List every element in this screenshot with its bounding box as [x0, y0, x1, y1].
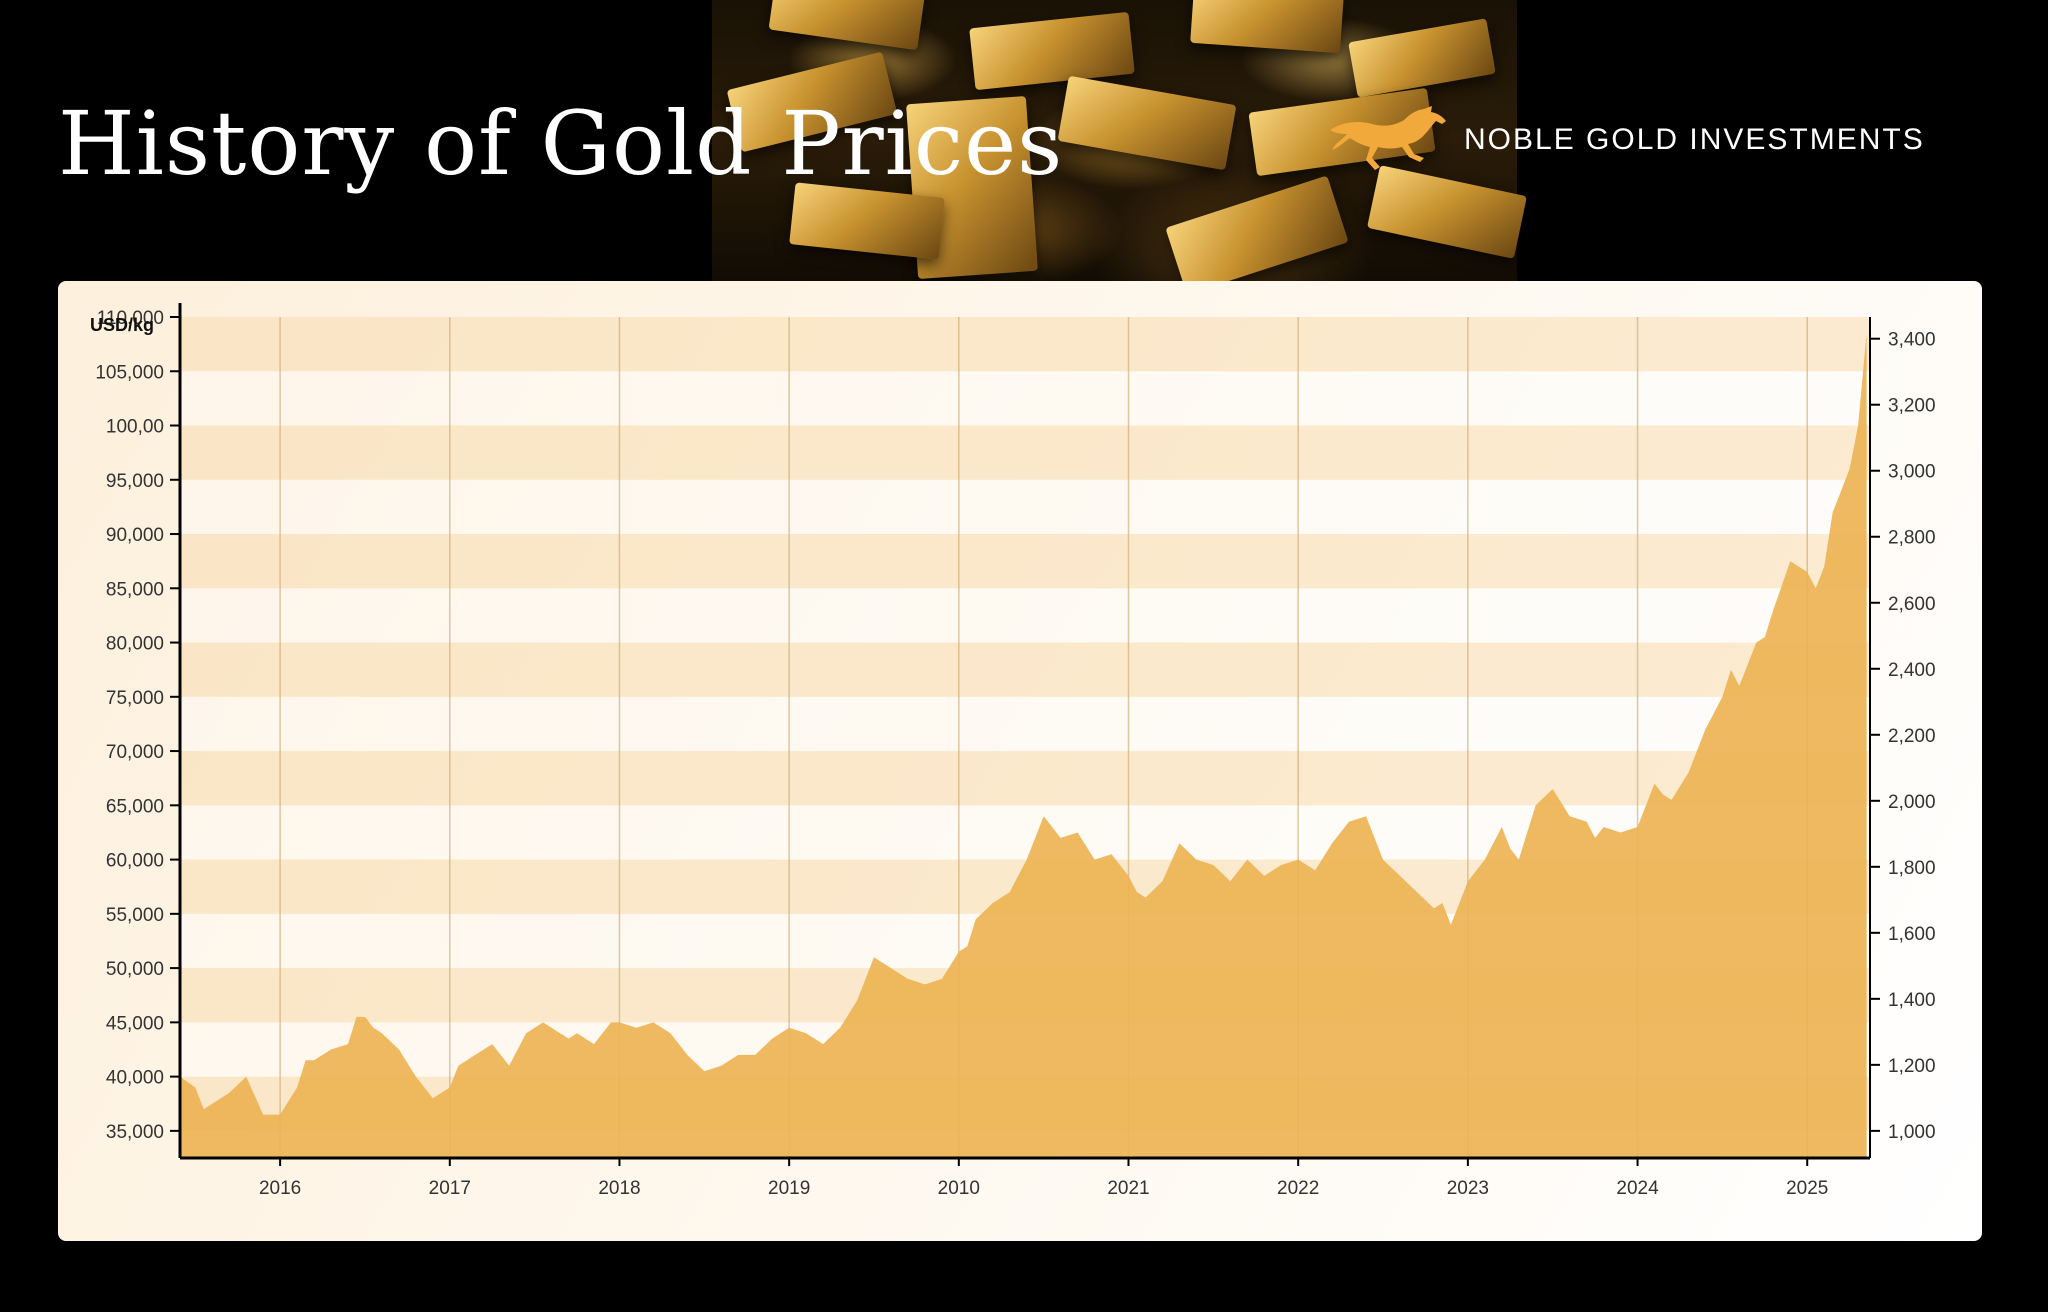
- x-tick-label: 2019: [768, 1178, 810, 1199]
- gold-bar: [969, 11, 1135, 91]
- y-right-tick-label: 1,800: [1888, 858, 1936, 879]
- price-area: [180, 333, 1867, 1158]
- y-left-tick-label: 65,000: [106, 796, 164, 817]
- x-tick-label: 2017: [429, 1178, 471, 1199]
- x-tick-label: 2010: [938, 1178, 980, 1199]
- y-right-tick-label: 2,400: [1888, 660, 1936, 681]
- y-left-tick-label: 90,000: [106, 525, 164, 546]
- y-right-tick-label: 2,600: [1888, 594, 1936, 615]
- y-right-tick-label: 1,000: [1888, 1122, 1936, 1143]
- x-tick-label: 2016: [259, 1178, 301, 1199]
- y-left-tick-label: 80,000: [106, 634, 164, 655]
- brand[interactable]: NOBLE GOLD INVESTMENTS: [1328, 104, 1925, 176]
- grid-band: [180, 588, 1870, 643]
- y-axis-label: USD/kg: [90, 315, 154, 335]
- x-tick-label: 2022: [1277, 1178, 1319, 1199]
- grid-band: [180, 751, 1870, 806]
- gold-price-chart: 35,000 40,000 45,000 50,000 55,000 60,000 65,0…: [90, 303, 1936, 1199]
- y-right-tick-label: 1,400: [1888, 990, 1936, 1011]
- running-horse-logo: [1330, 106, 1446, 170]
- brand-name: NOBLE GOLD INVESTMENTS: [1464, 123, 1925, 156]
- y-right-tick-label: 1,600: [1888, 924, 1936, 945]
- y-left-tick-label: 110,000: [97, 308, 164, 329]
- grid-band: [180, 534, 1870, 589]
- y-right-tick-label: 2,800: [1888, 528, 1936, 549]
- y-left-tick-label: 55,000: [106, 905, 164, 926]
- y-left-tick-label: 100,00: [106, 417, 164, 438]
- y-right-tick-label: 2,200: [1888, 726, 1936, 747]
- y-right-tick-label: 3,400: [1888, 330, 1936, 351]
- grid-band: [180, 371, 1870, 426]
- gold-bar: [1190, 0, 1344, 54]
- x-tick-label: 2021: [1107, 1178, 1149, 1199]
- gold-bar: [1165, 175, 1349, 295]
- chart-card: 35,000 40,000 45,000 50,000 55,000 60,000 65,0…: [58, 281, 1982, 1241]
- y-left-tick-label: 60,000: [106, 851, 164, 872]
- gold-bar: [768, 0, 926, 51]
- x-tick-label: 2025: [1786, 1178, 1828, 1199]
- y-left-tick-label: 50,000: [106, 959, 164, 980]
- y-left-tick-label: 45,000: [106, 1013, 164, 1034]
- gold-bar: [1057, 75, 1237, 171]
- y-left-tick-label: 35,000: [106, 1122, 164, 1143]
- grid-band: [180, 317, 1870, 372]
- y-left-tick-label: 75,000: [106, 688, 164, 709]
- gold-bar: [1348, 18, 1496, 98]
- y-right-tick-label: 3,200: [1888, 396, 1936, 417]
- y-left-tick-label: 40,000: [106, 1068, 164, 1089]
- grid-band: [180, 425, 1870, 480]
- y-left-tick-label: 85,000: [106, 579, 164, 600]
- grid-band: [180, 696, 1870, 752]
- y-left-tick-label: 105,000: [95, 362, 164, 383]
- grid-band: [180, 642, 1870, 697]
- y-right-tick-label: 1,200: [1888, 1056, 1936, 1077]
- grid-band: [180, 479, 1870, 535]
- y-right-tick-label: 3,000: [1888, 462, 1936, 483]
- page-title: History of Gold Prices: [58, 92, 1064, 195]
- gold-bar: [1366, 165, 1528, 259]
- x-tick-label: 2018: [598, 1178, 640, 1199]
- y-left-tick-label: 70,000: [106, 742, 164, 763]
- y-right-tick-label: 2,000: [1888, 792, 1936, 813]
- y-left-tick-label: 95,000: [106, 471, 164, 492]
- x-tick-label: 2023: [1447, 1178, 1489, 1199]
- x-tick-label: 2024: [1616, 1178, 1659, 1199]
